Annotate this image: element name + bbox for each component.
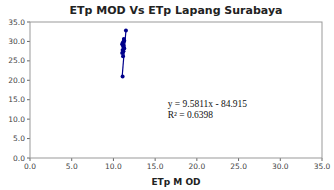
x-tick-label: 5.0 xyxy=(66,162,78,171)
plot-frame xyxy=(30,22,322,158)
x-axis-label: ETp M OD xyxy=(151,177,200,187)
trend-line xyxy=(122,31,126,77)
x-tick-label: 20.0 xyxy=(189,162,206,171)
chart: ETp MOD Vs ETp Lapang Surabaya 0.0 5.0 10.0… xyxy=(0,0,334,190)
y-tick-label: 15.0 xyxy=(8,95,25,104)
x-tick-label: 30.0 xyxy=(272,162,289,171)
y-tick-label: 30.0 xyxy=(8,37,25,46)
y-tick-label: 35.0 xyxy=(8,18,25,27)
equation-annotation: R² = 0.6398 xyxy=(168,110,214,120)
x-tick-label: 10.0 xyxy=(105,162,122,171)
title: ETp MOD Vs ETp Lapang Surabaya xyxy=(69,4,282,17)
x-tick-label: 25.0 xyxy=(230,162,247,171)
y-tick-label: 5.0 xyxy=(13,134,25,143)
axes: 0.05.010.015.020.025.030.035.00.05.010.0… xyxy=(8,18,330,172)
y-tick-label: 10.0 xyxy=(8,115,25,124)
x-tick-label: 15.0 xyxy=(147,162,164,171)
marks xyxy=(120,29,128,79)
equation-annotation: y = 9.5811x - 84.915 xyxy=(168,99,248,109)
x-tick-label: 0.0 xyxy=(24,162,36,171)
x-tick-label: 35.0 xyxy=(314,162,331,171)
y-tick-label: 25.0 xyxy=(8,56,25,65)
y-tick-label: 20.0 xyxy=(8,76,25,85)
